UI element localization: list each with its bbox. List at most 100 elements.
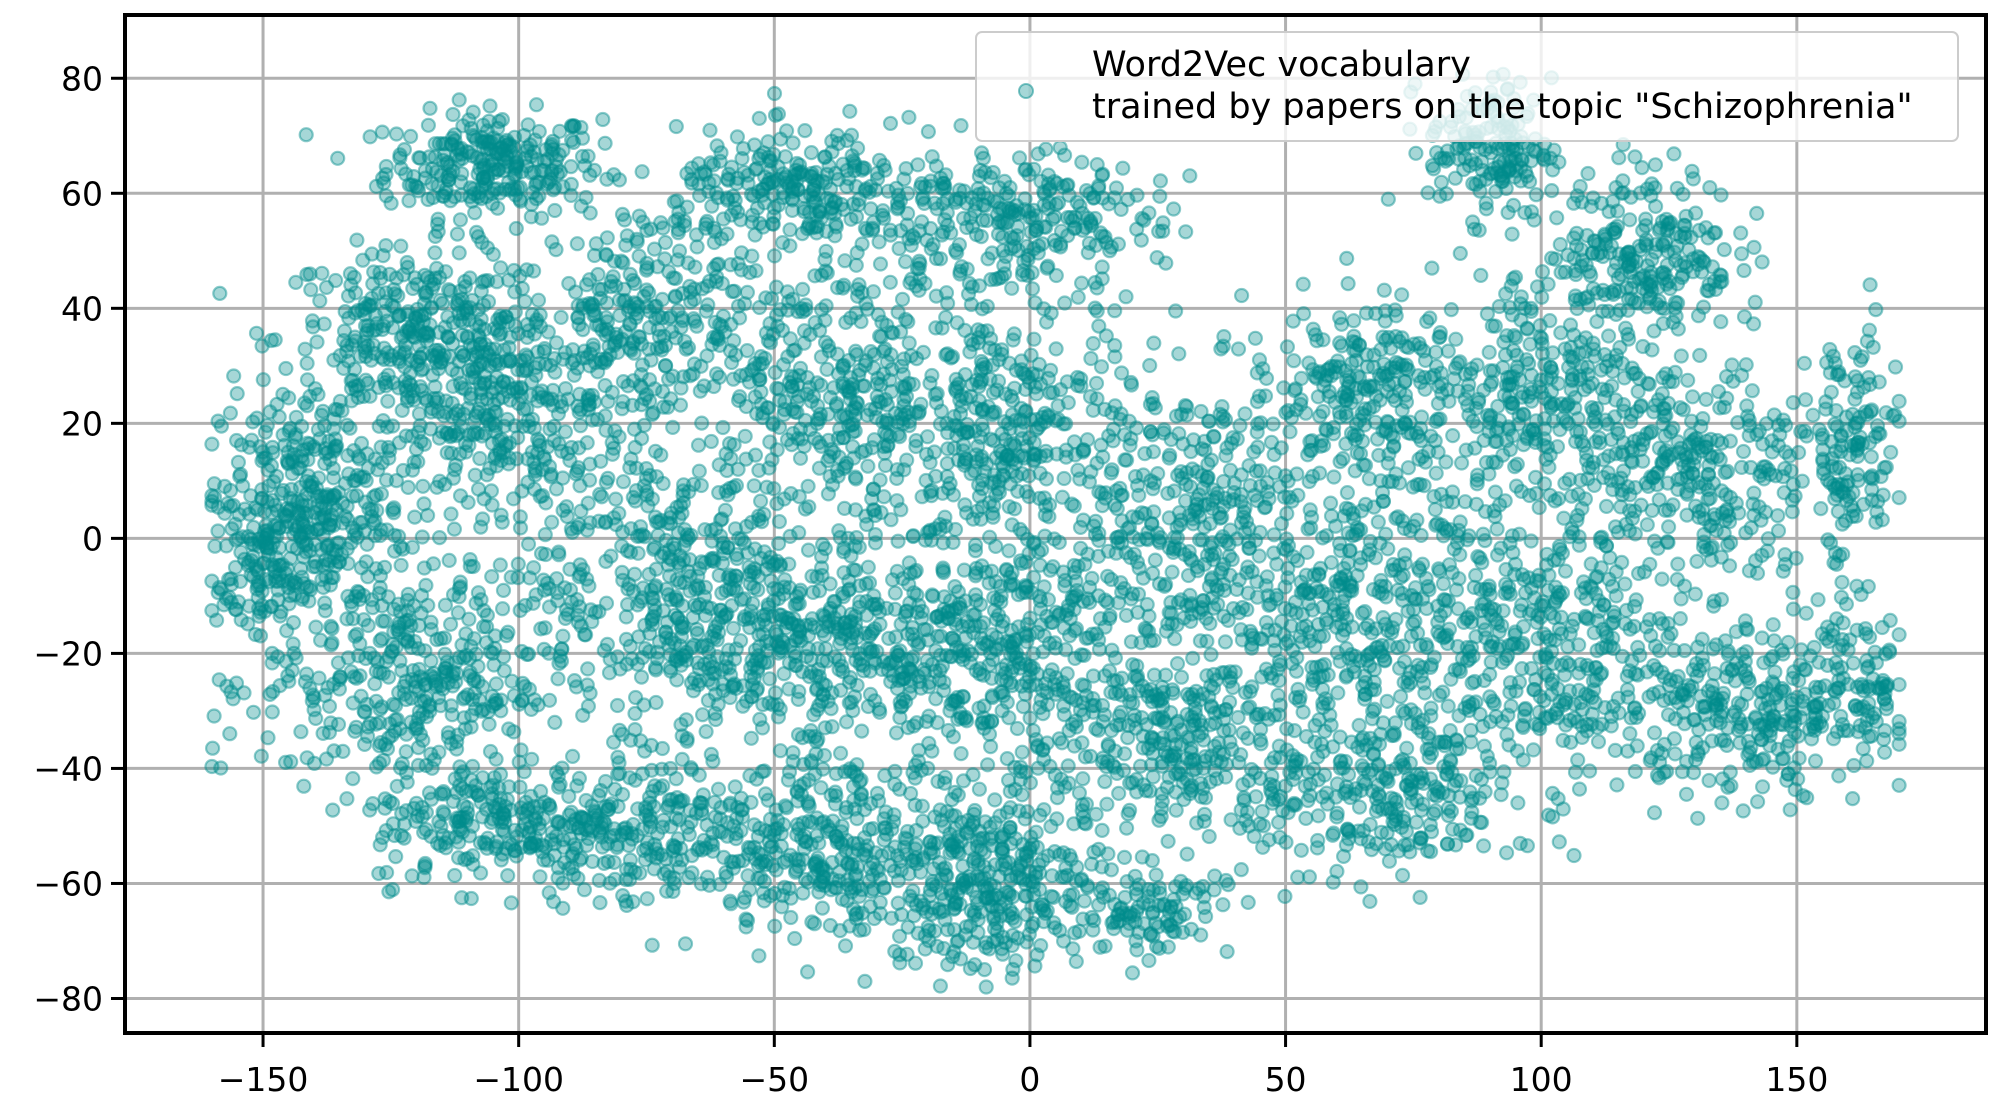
scatter-point xyxy=(854,236,870,252)
scatter-point xyxy=(670,525,686,541)
scatter-point xyxy=(803,145,820,161)
scatter-point xyxy=(644,406,660,423)
scatter-point xyxy=(462,668,478,684)
scatter-point xyxy=(401,177,417,193)
scatter-point xyxy=(772,701,788,717)
scatter-point xyxy=(430,211,446,227)
scatter-point xyxy=(474,234,490,251)
scatter-point xyxy=(998,248,1014,265)
scatter-point xyxy=(1129,187,1145,203)
scatter-point xyxy=(440,675,456,691)
scatter-point xyxy=(584,412,600,428)
scatter-point xyxy=(310,422,326,438)
scatter-point xyxy=(935,564,952,581)
scatter-point xyxy=(418,287,434,303)
scatter-point xyxy=(922,454,938,471)
scatter-point xyxy=(813,438,829,454)
scatter-point xyxy=(757,169,773,185)
scatter-point xyxy=(686,671,703,687)
scatter-point xyxy=(498,147,514,163)
scatter-point xyxy=(565,134,582,150)
scatter-point xyxy=(541,174,557,190)
scatter-point xyxy=(548,764,565,781)
scatter-point xyxy=(223,684,239,700)
scatter-point xyxy=(536,153,553,170)
scatter-point xyxy=(420,597,436,614)
scatter-point xyxy=(1034,236,1051,252)
scatter-point xyxy=(431,813,447,830)
scatter-point xyxy=(751,299,768,316)
scatter-point xyxy=(427,270,443,286)
scatter-point xyxy=(560,391,576,407)
scatter-point xyxy=(705,550,722,566)
scatter-point xyxy=(876,438,892,455)
scatter-point xyxy=(1095,190,1111,206)
scatter-point xyxy=(908,404,924,420)
scatter-point xyxy=(760,792,776,808)
scatter-point xyxy=(837,938,854,954)
scatter-point xyxy=(685,366,701,382)
scatter-point xyxy=(1004,280,1020,296)
scatter-point xyxy=(523,165,539,181)
scatter-point xyxy=(452,312,468,328)
scatter-point xyxy=(293,724,309,740)
scatter-point xyxy=(867,401,884,417)
scatter-point xyxy=(874,314,890,330)
scatter-point xyxy=(392,539,409,555)
scatter-point xyxy=(482,98,498,114)
scatter-point xyxy=(442,193,459,209)
scatter-point xyxy=(516,401,532,417)
scatter-point xyxy=(920,760,936,776)
scatter-point xyxy=(464,148,480,164)
scatter-point xyxy=(1038,448,1054,464)
scatter-point xyxy=(689,239,705,255)
scatter-point xyxy=(498,438,514,454)
scatter-point xyxy=(646,597,663,613)
scatter-point xyxy=(548,152,565,168)
scatter-point xyxy=(670,555,687,571)
scatter-point xyxy=(547,714,563,731)
scatter-point xyxy=(931,672,948,688)
scatter-point xyxy=(512,191,528,207)
scatter-point xyxy=(464,193,480,209)
scatter-point xyxy=(324,620,340,637)
scatter-point xyxy=(766,481,782,497)
scatter-point xyxy=(661,637,677,654)
scatter-point xyxy=(418,577,434,594)
scatter-point xyxy=(822,917,838,934)
scatter-point xyxy=(804,814,820,831)
scatter-point xyxy=(862,686,879,703)
scatter-point xyxy=(543,466,559,483)
scatter-point xyxy=(882,115,899,132)
scatter-point xyxy=(609,697,626,714)
scatter-point xyxy=(719,226,735,242)
scatter-point xyxy=(580,698,597,714)
scatter-point xyxy=(442,158,458,174)
scatter-point xyxy=(380,393,396,409)
scatter-point xyxy=(859,641,875,657)
scatter-point xyxy=(723,896,739,912)
scatter-point xyxy=(1039,260,1055,276)
scatter-point xyxy=(392,150,408,166)
scatter-point xyxy=(431,342,447,358)
scatter-point xyxy=(537,526,553,543)
scatter-point xyxy=(729,129,746,145)
scatter-point xyxy=(503,895,519,911)
scatter-point xyxy=(860,559,876,575)
scatter-point xyxy=(728,477,745,494)
scatter-point xyxy=(509,154,525,170)
scatter-point xyxy=(871,701,887,717)
scatter-point xyxy=(461,611,477,627)
scatter-point xyxy=(851,773,868,790)
scatter-point xyxy=(932,251,949,267)
scatter-point xyxy=(752,147,769,164)
scatter-point xyxy=(473,191,489,207)
scatter-point xyxy=(422,100,438,116)
scatter-point xyxy=(1001,355,1017,371)
scatter-point xyxy=(691,795,708,811)
scatter-point xyxy=(849,757,865,773)
scatter-point xyxy=(519,143,535,159)
scatter-point xyxy=(555,900,571,916)
scatter-point xyxy=(778,800,795,816)
